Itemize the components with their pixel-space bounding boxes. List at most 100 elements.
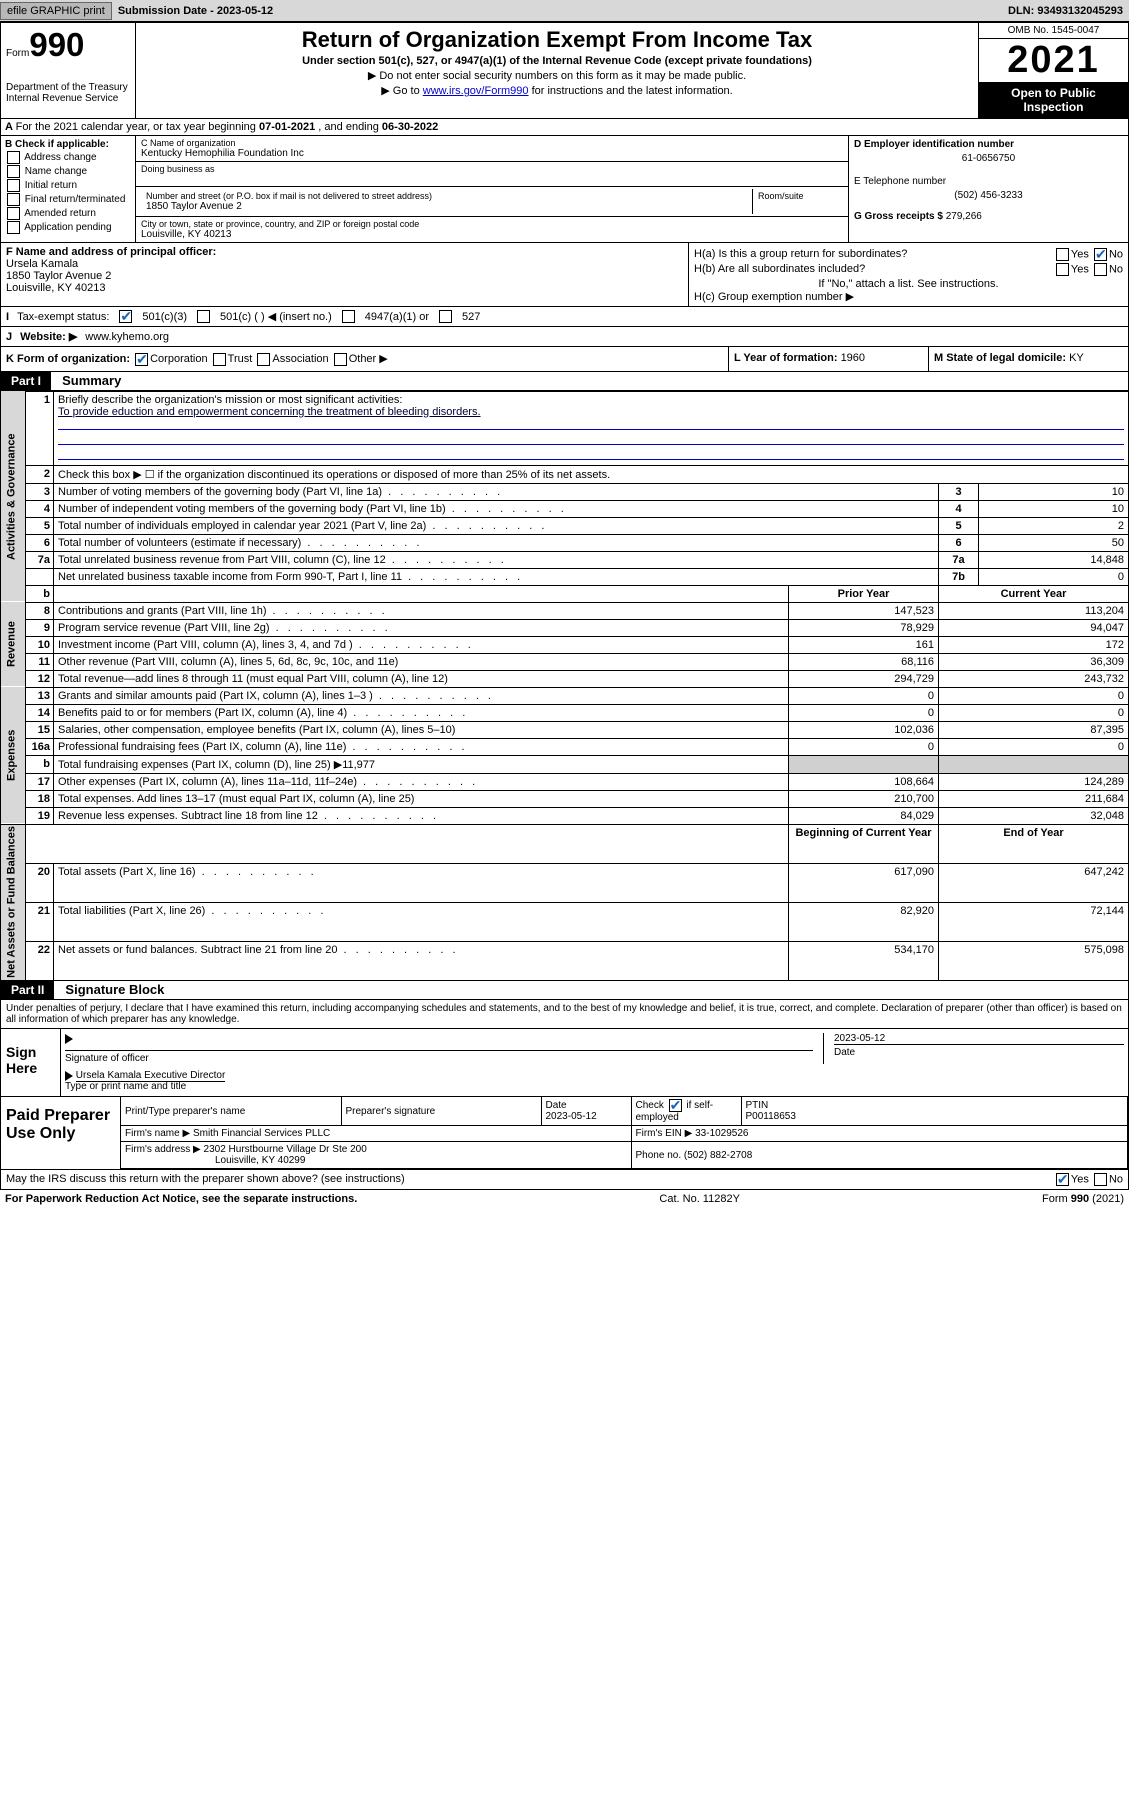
row-k-form-org: K Form of organization: Corporation Trus… — [1, 347, 728, 371]
ha-no[interactable] — [1094, 248, 1107, 261]
cb-self-employed[interactable] — [669, 1099, 682, 1112]
footer-right: Form 990 (2021) — [1042, 1193, 1124, 1205]
cb-501c[interactable] — [197, 310, 210, 323]
hb-no[interactable] — [1094, 263, 1107, 276]
prep-name-hdr: Print/Type preparer's name — [121, 1097, 341, 1126]
cb-other[interactable] — [334, 353, 347, 366]
discuss-yes[interactable] — [1056, 1173, 1069, 1186]
prep-date-hdr: Date — [546, 1100, 567, 1111]
col-c-org: C Name of organization Kentucky Hemophil… — [136, 136, 848, 242]
dba-row: Doing business as — [136, 162, 848, 187]
note-link: ▶ Go to www.irs.gov/Form990 for instruct… — [144, 84, 970, 97]
part2-label: Part II — [1, 981, 54, 999]
mission: To provide eduction and empowerment conc… — [58, 406, 1124, 418]
row-a-tax-year: A For the 2021 calendar year, or tax yea… — [0, 119, 1129, 136]
cb-assoc[interactable] — [257, 353, 270, 366]
phone-label: E Telephone number — [854, 176, 1123, 187]
signature-block: Under penalties of perjury, I declare th… — [0, 1000, 1129, 1190]
form-number: 990 — [29, 26, 84, 63]
org-name-label: C Name of organization — [141, 138, 843, 148]
note-ssn: ▶ Do not enter social security numbers o… — [144, 69, 970, 82]
officer-label: F Name and address of principal officer: — [6, 246, 216, 258]
line-7b: Net unrelated business taxable income fr… — [1, 568, 1129, 585]
firm-ein: 33-1029526 — [695, 1128, 748, 1139]
part1-bar: Part I Summary — [0, 372, 1129, 391]
cb-amended[interactable]: Amended return — [5, 207, 131, 220]
addr-value: 1850 Taylor Avenue 2 — [146, 201, 747, 212]
cb-501c3[interactable] — [119, 310, 132, 323]
side-expenses: Expenses — [1, 687, 26, 824]
cb-address-change[interactable]: Address change — [5, 151, 131, 164]
perjury-text: Under penalties of perjury, I declare th… — [1, 1000, 1128, 1029]
hc-question: H(c) Group exemption number ▶ — [694, 290, 1123, 303]
top-bar: efile GRAPHIC print Submission Date - 20… — [0, 0, 1129, 22]
website-value: www.kyhemo.org — [85, 331, 169, 343]
line-14: 14Benefits paid to or for members (Part … — [1, 704, 1129, 721]
omb-number: OMB No. 1545-0047 — [979, 23, 1128, 39]
summary-table: Activities & Governance 1 Briefly descri… — [0, 391, 1129, 982]
line-15: 15Salaries, other compensation, employee… — [1, 721, 1129, 738]
arrow-icon — [65, 1071, 73, 1081]
prior-year-hdr: Prior Year — [789, 585, 939, 602]
cb-4947[interactable] — [342, 310, 355, 323]
line-11: 11Other revenue (Part VIII, column (A), … — [1, 653, 1129, 670]
name-title-label: Type or print name and title — [65, 1081, 1124, 1092]
begin-year-hdr: Beginning of Current Year — [789, 824, 939, 863]
org-name-row: C Name of organization Kentucky Hemophil… — [136, 136, 848, 162]
cb-final-return[interactable]: Final return/terminated — [5, 193, 131, 206]
officer-addr1: 1850 Taylor Avenue 2 — [6, 270, 683, 282]
line2-num: 2 — [26, 465, 54, 483]
cb-pending[interactable]: Application pending — [5, 221, 131, 234]
room-label: Room/suite — [753, 189, 843, 214]
sig-date: 2023-05-12 — [834, 1033, 1124, 1044]
row-l-year: L Year of formation: 1960 — [728, 347, 928, 371]
line-7a: 7aTotal unrelated business revenue from … — [1, 551, 1129, 568]
cb-527[interactable] — [439, 310, 452, 323]
discuss-no[interactable] — [1094, 1173, 1107, 1186]
row-m-state: M State of legal domicile: KY — [928, 347, 1128, 371]
col-b-checkboxes: B Check if applicable: Address change Na… — [1, 136, 136, 242]
tax-status-label: Tax-exempt status: — [17, 311, 109, 323]
city-label: City or town, state or province, country… — [141, 219, 843, 229]
ha-yes[interactable] — [1056, 248, 1069, 261]
open-inspection: Open to Public Inspection — [979, 82, 1128, 118]
preparer-row: Paid Preparer Use Only Print/Type prepar… — [1, 1096, 1128, 1169]
line2-text: Check this box ▶ ☐ if the organization d… — [54, 465, 1129, 483]
hb-yes[interactable] — [1056, 263, 1069, 276]
arrow-icon — [65, 1034, 73, 1044]
line1-text: Briefly describe the organization's miss… — [58, 394, 1124, 406]
line1-cell: Briefly describe the organization's miss… — [54, 391, 1129, 465]
paid-preparer-label: Paid Preparer Use Only — [1, 1097, 121, 1169]
footer-cat: Cat. No. 11282Y — [659, 1193, 740, 1205]
form-number-box: Form990 Department of the Treasury Inter… — [1, 23, 136, 118]
officer-addr2: Louisville, KY 40213 — [6, 282, 683, 294]
officer-name: Ursela Kamala — [6, 258, 683, 270]
ptin-value: P00118653 — [746, 1111, 796, 1122]
cb-trust[interactable] — [213, 353, 226, 366]
section-bcd: B Check if applicable: Address change Na… — [0, 136, 1129, 243]
line-4: 4Number of independent voting members of… — [1, 500, 1129, 517]
line-5: 5Total number of individuals employed in… — [1, 517, 1129, 534]
dba-label: Doing business as — [141, 164, 843, 174]
form-subtitle: Under section 501(c), 527, or 4947(a)(1)… — [144, 55, 970, 67]
city-row: City or town, state or province, country… — [136, 217, 848, 242]
efile-print-button[interactable]: efile GRAPHIC print — [0, 2, 112, 20]
row-fh: F Name and address of principal officer:… — [0, 243, 1129, 307]
year-box: OMB No. 1545-0047 2021 Open to Public In… — [978, 23, 1128, 118]
self-employed-cell: Check if self-employed — [631, 1097, 741, 1126]
side-revenue: Revenue — [1, 602, 26, 687]
org-name: Kentucky Hemophilia Foundation Inc — [141, 148, 843, 159]
cb-corp[interactable] — [135, 353, 148, 366]
line-19: 19Revenue less expenses. Subtract line 1… — [1, 807, 1129, 824]
prep-sig-hdr: Preparer's signature — [341, 1097, 541, 1126]
discuss-row: May the IRS discuss this return with the… — [1, 1169, 1128, 1189]
irs-link[interactable]: www.irs.gov/Form990 — [423, 85, 529, 97]
cb-initial-return[interactable]: Initial return — [5, 179, 131, 192]
part1-title: Summary — [62, 373, 121, 388]
ein-label: D Employer identification number — [854, 139, 1123, 150]
line-10: 10Investment income (Part VIII, column (… — [1, 636, 1129, 653]
cb-name-change[interactable]: Name change — [5, 165, 131, 178]
discuss-text: May the IRS discuss this return with the… — [6, 1173, 405, 1186]
line-6: 6Total number of volunteers (estimate if… — [1, 534, 1129, 551]
city-value: Louisville, KY 40213 — [141, 229, 843, 240]
